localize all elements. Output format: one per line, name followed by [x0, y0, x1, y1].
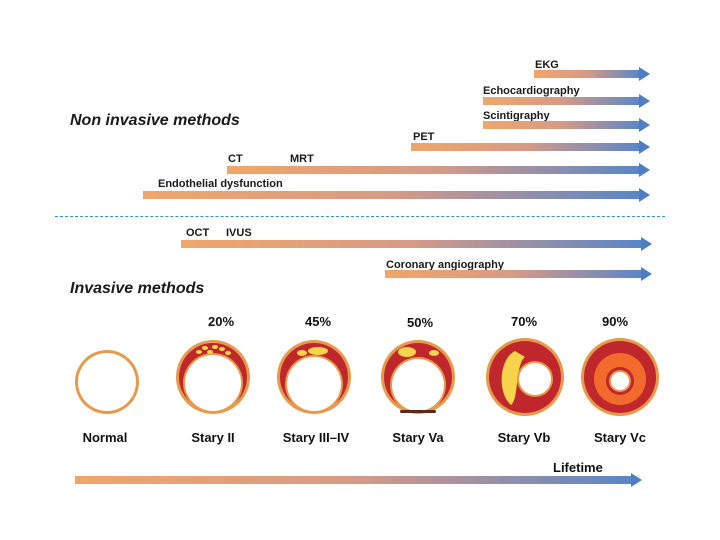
stenosis-percent-stary-va: 50% [406, 315, 434, 330]
arrow-oct-ivus [181, 237, 652, 251]
label-ekg: EKG [535, 59, 559, 71]
label-mrt: MRT [290, 153, 314, 165]
stenosis-percent-stary-vc: 90% [601, 314, 629, 329]
non-invasive-title: Non invasive methods [70, 112, 240, 129]
label-echocardiography: Echocardiography [483, 85, 580, 97]
arrow-scintigraphy [483, 118, 650, 132]
label-ct: CT [228, 153, 243, 165]
vessel-stary-iii-iv [277, 340, 351, 414]
stenosis-percent-stary-ii: 20% [207, 314, 235, 329]
vessel-stary-ii [176, 340, 250, 414]
arrow-echocardiography [483, 94, 650, 108]
stage-label-normal: Normal [82, 430, 128, 445]
label-endothelial-dysfunction: Endothelial dysfunction [158, 178, 283, 190]
label-ivus: IVUS [226, 227, 252, 239]
vessel-stary-va [381, 340, 455, 414]
stage-label-stary-ii: Stary II [191, 430, 235, 445]
lifetime-arrow [75, 473, 642, 487]
label-pet: PET [413, 131, 435, 143]
vessel-normal [75, 350, 139, 414]
stage-label-stary-vb: Stary Vb [497, 430, 551, 445]
arrow-pet [411, 140, 650, 154]
stage-label-stary-iii-iv: Stary III–IV [282, 430, 350, 445]
lifetime-label: Lifetime [553, 460, 603, 475]
label-oct: OCT [186, 227, 210, 239]
vessel-stary-vb [486, 338, 564, 416]
arrow-ekg [534, 67, 650, 81]
section-divider [55, 216, 665, 217]
stenosis-percent-stary-iii-iv: 45% [304, 314, 332, 329]
label-coronary-angiography: Coronary angiography [386, 259, 504, 271]
label-scintigraphy: Scintigraphy [483, 110, 550, 122]
stenosis-percent-stary-vb: 70% [510, 314, 538, 329]
vessel-stary-vc [581, 338, 659, 416]
stage-label-stary-vc: Stary Vc [593, 430, 647, 445]
arrow-coronary-angiography [385, 267, 652, 281]
invasive-title: Invasive methods [70, 280, 205, 297]
stage-label-stary-va: Stary Va [392, 430, 444, 445]
arrow-endothelial-dysfunction [143, 188, 650, 202]
arrow-ct-mrt [227, 163, 650, 177]
